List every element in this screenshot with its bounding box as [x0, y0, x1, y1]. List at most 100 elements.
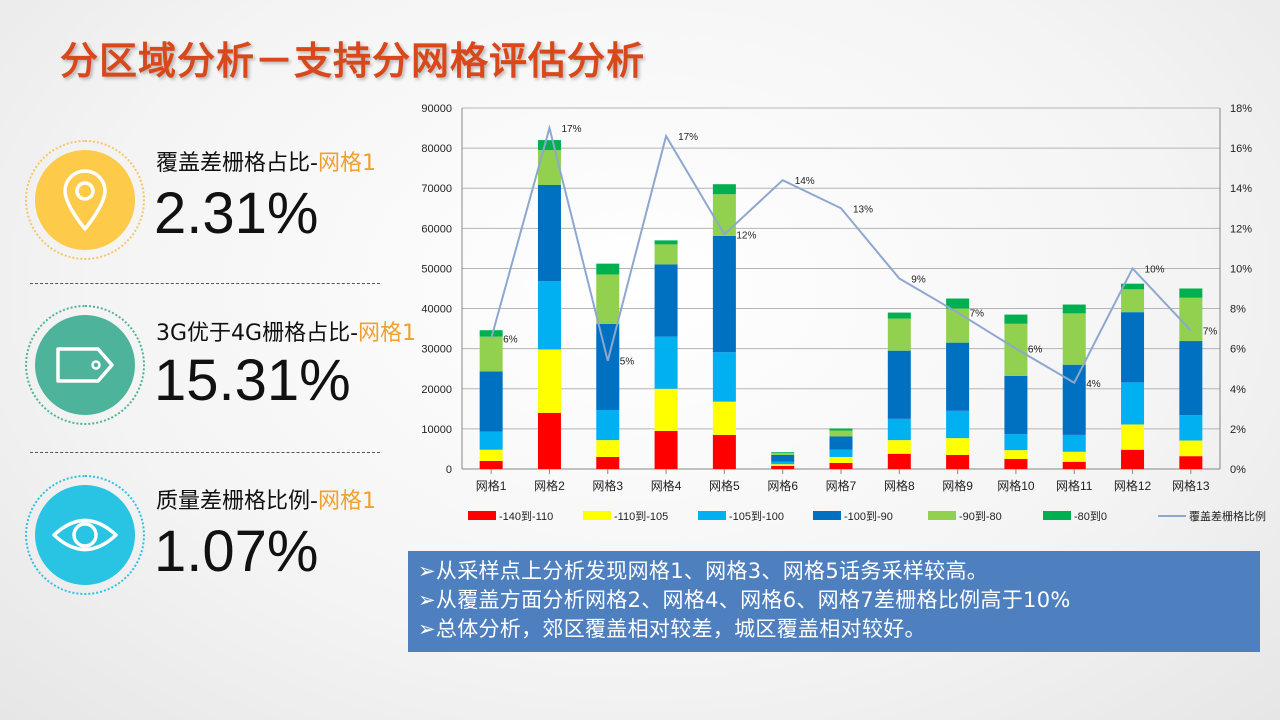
- x-tick-label: 网格1: [476, 478, 507, 493]
- bar-segment: [887, 318, 911, 351]
- stat-disc: [35, 485, 135, 585]
- bar-segment: [596, 274, 620, 324]
- bar-segment: [771, 452, 795, 453]
- bar-segment: [654, 388, 678, 431]
- stat-label-text: 覆盖差栅格占比-: [156, 151, 318, 176]
- y-tick-label: 80000: [421, 143, 452, 155]
- x-tick-label: 网格8: [884, 478, 915, 493]
- bar-segment: [1004, 323, 1028, 376]
- bar-segment: [1121, 382, 1145, 425]
- bar-segment: [887, 350, 911, 419]
- stat-coverage: 覆盖差栅格占比-网格1 2.31%: [0, 135, 410, 265]
- x-tick-label: 网格12: [1114, 478, 1152, 493]
- stat-ring: [25, 140, 145, 260]
- bar-segment: [887, 453, 911, 469]
- stat-label-text: 质量差栅格比例-: [156, 489, 318, 514]
- y2-tick-label: 14%: [1230, 183, 1252, 195]
- eye-icon: [52, 518, 118, 552]
- data-label: 17%: [678, 132, 698, 143]
- bar-segment: [596, 323, 620, 411]
- bar-segment: [654, 244, 678, 265]
- x-tick-label: 网格5: [709, 478, 740, 493]
- bar-segment: [771, 464, 795, 466]
- stacked-bar-chart: 0 10000 20000 30000 40000 50000 60000 70000 8000…: [421, 103, 1266, 523]
- bar-segment: [479, 460, 503, 469]
- bar-segment: [1062, 461, 1086, 469]
- x-tick-label: 网格13: [1172, 478, 1210, 493]
- note-line: ➢从采样点上分析发现网格1、网格3、网格5话务采样较高。: [418, 559, 989, 583]
- legend-swatch: [813, 511, 841, 520]
- bar-segment: [1179, 341, 1203, 416]
- analysis-notes: ➢从采样点上分析发现网格1、网格3、网格5话务采样较高。 ➢从覆盖方面分析网格2…: [408, 551, 1260, 652]
- y-tick-label: 30000: [421, 344, 452, 356]
- legend-label: -140到-110: [499, 510, 553, 523]
- x-tick-label: 网格10: [997, 478, 1035, 493]
- bar-segment: [771, 465, 795, 469]
- legend-swatch: [698, 511, 726, 520]
- bar-segment: [1121, 312, 1145, 383]
- page-title: 分区域分析－支持分网格评估分析: [60, 39, 646, 83]
- bar-segment: [887, 312, 911, 319]
- stat-disc: [35, 315, 135, 415]
- bar-segment: [829, 436, 853, 450]
- bar-segment: [712, 401, 736, 435]
- ratio-line: [490, 124, 1192, 385]
- stat-quality: 质量差栅格比例-网格1 1.07%: [0, 470, 410, 600]
- bar-segment: [1004, 375, 1028, 435]
- bar-segment: [596, 263, 620, 275]
- bar-segment: [596, 456, 620, 469]
- note-line: ➢总体分析，郊区覆盖相对较差，城区覆盖相对较好。: [418, 617, 926, 641]
- y-tick-label: 20000: [421, 384, 452, 396]
- x-tick-label: 网格3: [592, 478, 623, 493]
- stat-3g-vs-4g: 3G优于4G栅格占比-网格1 15.31%: [0, 300, 416, 430]
- bar-segment: [771, 452, 795, 455]
- stat-label: 质量差栅格比例-网格1: [156, 483, 376, 515]
- bar-segment: [712, 184, 736, 195]
- bar-segment: [1004, 458, 1028, 469]
- bar-segment: [654, 336, 678, 389]
- data-label: 10%: [1145, 264, 1165, 275]
- legend-swatch: [468, 511, 496, 520]
- y2-tick-label: 6%: [1230, 344, 1246, 356]
- bar-segment: [654, 430, 678, 469]
- legend-label: -110到-105: [614, 510, 668, 523]
- stat-ring: [25, 305, 145, 425]
- bar-segment: [771, 461, 795, 465]
- stat-ring: [25, 475, 145, 595]
- bar-segment: [1004, 434, 1028, 451]
- legend-label: -105到-100: [729, 510, 784, 523]
- y2-tick-label: 0%: [1230, 464, 1246, 476]
- x-tick-label: 网格9: [942, 478, 973, 493]
- legend-swatch: [1043, 511, 1071, 520]
- x-tick-label: 网格4: [651, 478, 682, 493]
- data-label: 9%: [911, 274, 926, 285]
- bar-segment: [479, 449, 503, 461]
- bar-segment: [1179, 297, 1203, 342]
- divider: [30, 452, 380, 453]
- data-label: 14%: [795, 176, 815, 187]
- y-tick-label: 90000: [421, 103, 452, 115]
- stat-label-highlight: 网格1: [358, 321, 417, 346]
- bar-segment: [946, 438, 970, 455]
- bar-segment: [1121, 283, 1145, 290]
- data-label: 6%: [503, 335, 518, 346]
- y-tick-label: 40000: [421, 304, 452, 316]
- stat-label: 覆盖差栅格占比-网格1: [156, 145, 376, 177]
- stat-label-text: 3G优于4G栅格占比-: [156, 321, 359, 346]
- bar-segment: [596, 410, 620, 441]
- data-label: 7%: [1203, 327, 1218, 338]
- bar-segment: [712, 352, 736, 402]
- y-tick-label: 0: [446, 464, 452, 476]
- location-pin-icon: [63, 169, 107, 231]
- legend-label: 覆盖差栅格比例: [1189, 509, 1266, 523]
- bar-segment: [479, 371, 503, 432]
- y2-tick-label: 4%: [1230, 384, 1246, 396]
- bar-segment: [537, 185, 561, 282]
- stat-value: 2.31%: [154, 181, 319, 246]
- bar-segment: [537, 140, 561, 151]
- bar-segment: [654, 240, 678, 245]
- bar-segment: [887, 440, 911, 454]
- bar-segment: [1004, 450, 1028, 459]
- data-label: 12%: [736, 230, 756, 241]
- data-label: 13%: [853, 204, 873, 215]
